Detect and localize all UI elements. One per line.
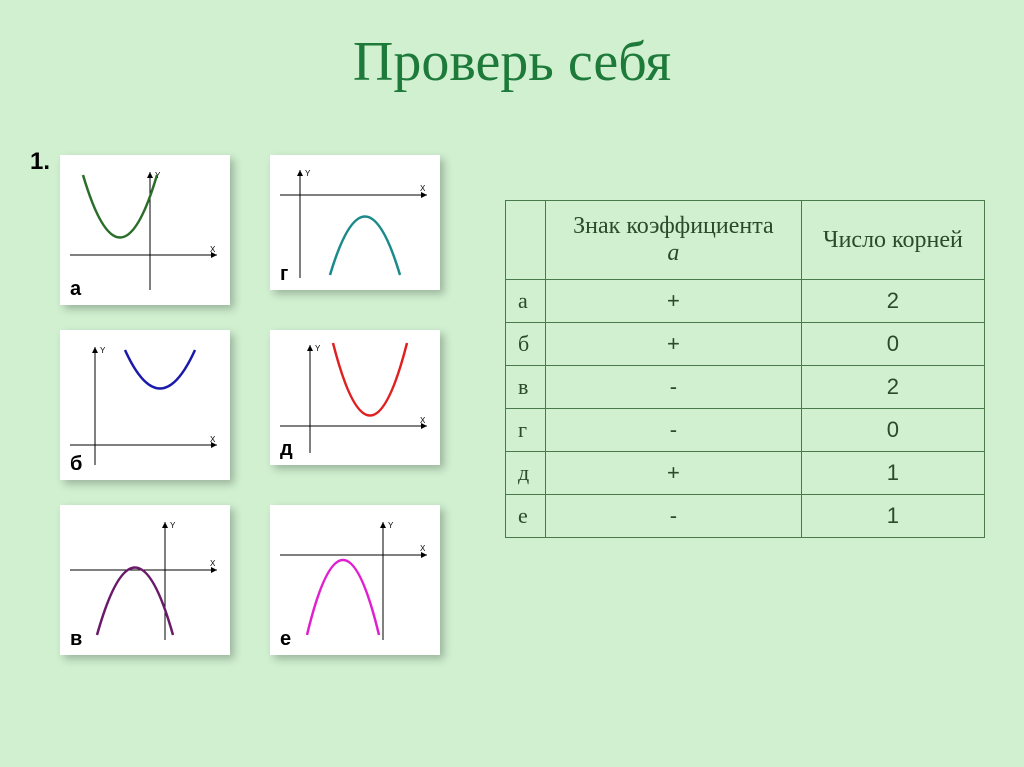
answer-table: Знак коэффициента a Число корней а + 2 б…	[505, 200, 985, 538]
graph-a-label: а	[70, 278, 81, 301]
svg-text:Y: Y	[100, 346, 106, 355]
graph-e-label: д	[280, 438, 293, 461]
svg-text:X: X	[420, 416, 426, 425]
table-row: г - 0	[506, 409, 985, 452]
svg-text:Y: Y	[315, 344, 321, 353]
table-header-row: Знак коэффициента a Число корней	[506, 201, 985, 280]
table-row: а + 2	[506, 280, 985, 323]
graphs-grid: XY а XY г XY б	[60, 155, 440, 680]
graph-f-label: е	[280, 628, 291, 651]
graph-b-label: б	[70, 453, 82, 476]
page-title: Проверь себя	[0, 30, 1024, 94]
graph-e: X Y д	[270, 330, 440, 465]
curve-d	[330, 216, 400, 275]
header-sign: Знак коэффициента a	[546, 201, 802, 280]
graph-f: X Y е	[270, 505, 440, 655]
curve-b	[125, 350, 195, 389]
graph-c: X Y в	[60, 505, 230, 655]
svg-text:X: X	[420, 184, 426, 193]
table-row: б + 0	[506, 323, 985, 366]
problem-number: 1.	[30, 148, 50, 176]
svg-text:X: X	[420, 544, 426, 553]
curve-c	[97, 568, 173, 636]
graph-b: X Y б	[60, 330, 230, 480]
svg-text:X: X	[210, 435, 216, 444]
svg-text:X: X	[210, 559, 216, 568]
table-body: а + 2 б + 0 в - 2 г - 0 д + 1 е - 1	[506, 280, 985, 538]
curve-a	[83, 175, 157, 238]
graph-c-label: в	[70, 628, 82, 651]
curve-e	[333, 343, 407, 416]
svg-text:Y: Y	[388, 521, 394, 530]
header-roots: Число корней	[801, 201, 984, 280]
svg-text:Y: Y	[170, 521, 176, 530]
table-row: в - 2	[506, 366, 985, 409]
svg-text:Y: Y	[305, 169, 311, 178]
svg-text:X: X	[210, 245, 216, 254]
table-row: д + 1	[506, 452, 985, 495]
curve-f	[307, 560, 379, 635]
graph-d-label: г	[280, 263, 288, 286]
header-empty	[506, 201, 546, 280]
table-row: е - 1	[506, 495, 985, 538]
graph-d: X Y г	[270, 155, 440, 290]
graph-a: XY а	[60, 155, 230, 305]
